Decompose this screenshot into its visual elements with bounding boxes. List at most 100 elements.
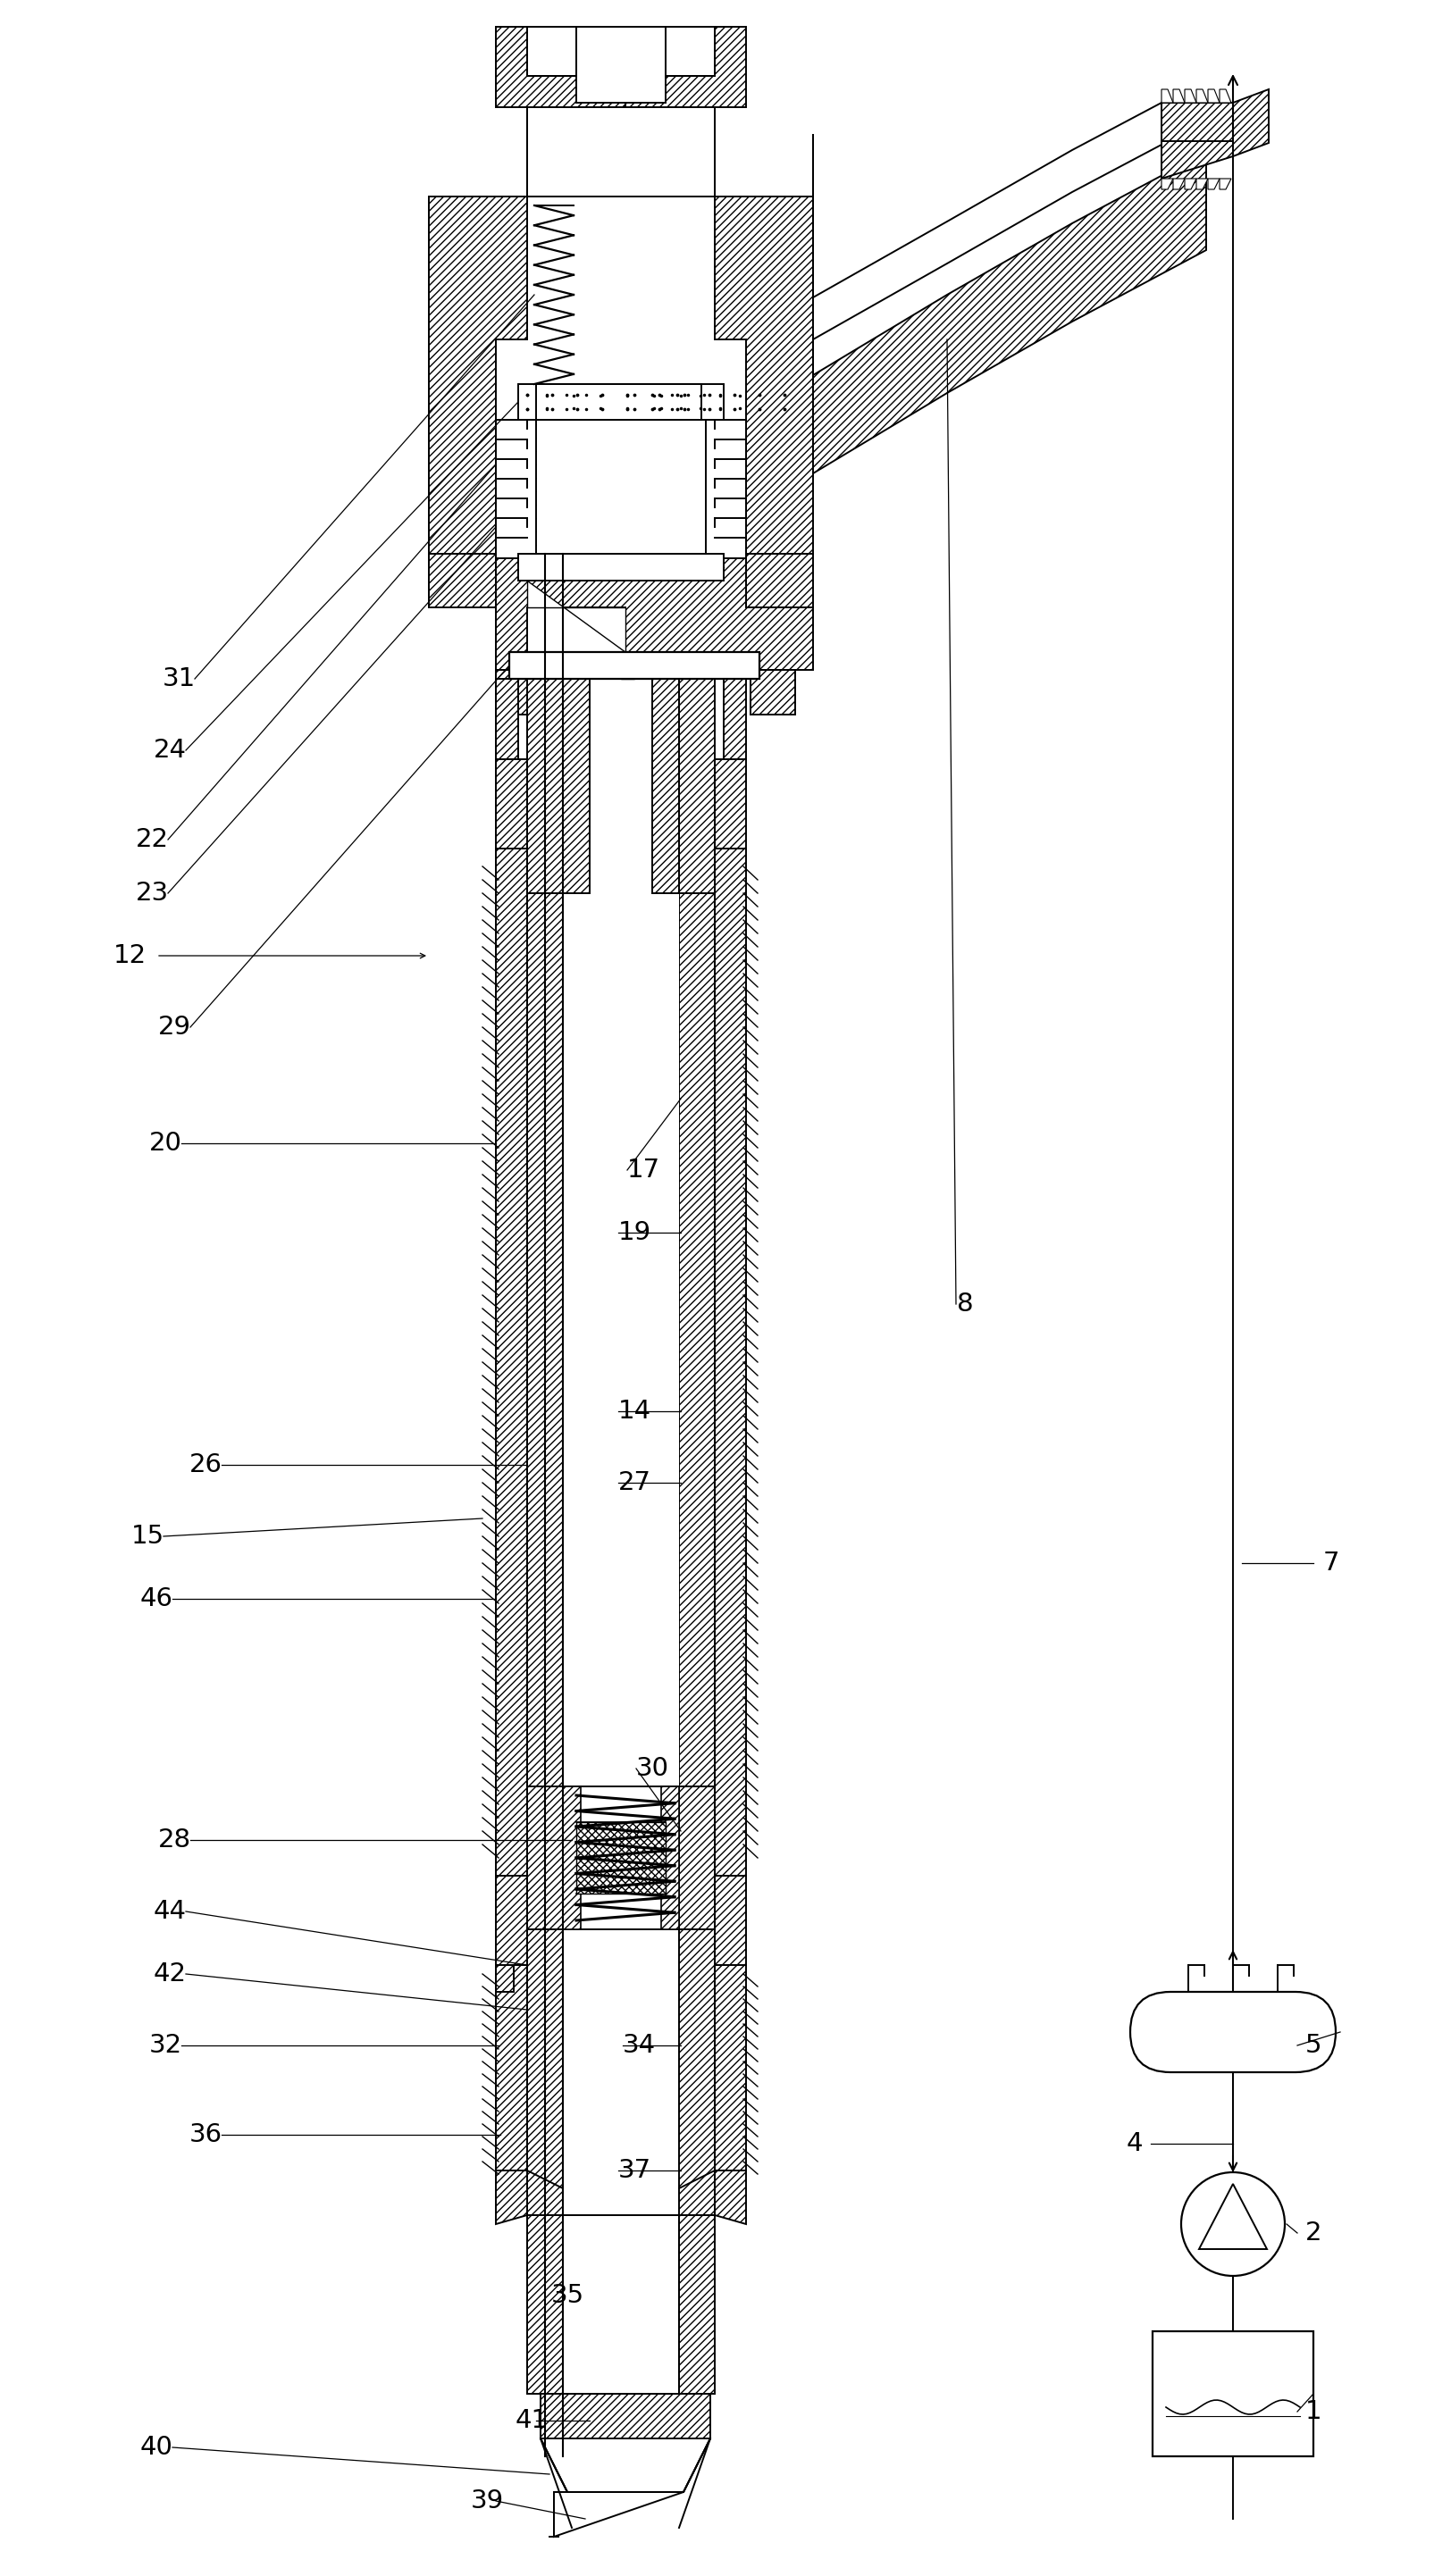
Bar — [536, 384, 701, 420]
Polygon shape — [1196, 178, 1207, 191]
Text: 17: 17 — [627, 1157, 660, 1182]
Polygon shape — [562, 680, 589, 894]
Text: 5: 5 — [1305, 2032, 1321, 2058]
Polygon shape — [1207, 178, 1219, 191]
Text: 14: 14 — [618, 1399, 651, 1425]
Polygon shape — [1173, 90, 1184, 103]
Text: 7: 7 — [1322, 1551, 1339, 1577]
Text: 46: 46 — [139, 1587, 172, 1613]
Polygon shape — [746, 554, 813, 608]
Bar — [665, 26, 714, 75]
Polygon shape — [496, 1965, 526, 2172]
Polygon shape — [526, 2215, 562, 2393]
Polygon shape — [714, 196, 813, 554]
Bar — [518, 384, 723, 420]
Text: 1: 1 — [1305, 2398, 1321, 2424]
Bar — [661, 1785, 678, 1929]
Polygon shape — [496, 554, 813, 670]
Polygon shape — [1184, 178, 1196, 191]
FancyBboxPatch shape — [1130, 1991, 1335, 2071]
Polygon shape — [723, 680, 746, 760]
Polygon shape — [678, 2172, 714, 2215]
Polygon shape — [714, 1965, 746, 2172]
Text: 30: 30 — [635, 1757, 668, 1780]
Bar — [526, 26, 576, 75]
Text: 37: 37 — [618, 2159, 651, 2182]
Polygon shape — [813, 103, 1160, 340]
Polygon shape — [554, 2439, 710, 2537]
Polygon shape — [652, 680, 678, 894]
Polygon shape — [625, 26, 746, 196]
Polygon shape — [678, 680, 714, 894]
Polygon shape — [496, 2172, 526, 2223]
Text: 23: 23 — [135, 881, 168, 907]
Polygon shape — [526, 580, 634, 680]
Polygon shape — [496, 760, 526, 848]
Polygon shape — [714, 1875, 746, 1965]
Polygon shape — [1199, 2184, 1266, 2249]
Text: 39: 39 — [470, 2488, 503, 2514]
Bar — [1152, 2331, 1312, 2458]
Polygon shape — [1219, 178, 1230, 191]
Polygon shape — [678, 894, 714, 1785]
Polygon shape — [496, 670, 536, 714]
Text: 28: 28 — [158, 1826, 191, 1852]
Text: 8: 8 — [956, 1291, 972, 1316]
Polygon shape — [496, 420, 536, 559]
Text: 44: 44 — [153, 1899, 186, 1924]
Bar — [562, 1785, 678, 1929]
Polygon shape — [1160, 90, 1268, 178]
Text: 35: 35 — [551, 2282, 584, 2308]
Text: 36: 36 — [189, 2123, 222, 2148]
Text: 42: 42 — [153, 1960, 186, 1986]
Polygon shape — [541, 2393, 710, 2439]
Bar — [576, 1821, 665, 1893]
Polygon shape — [678, 2215, 714, 2393]
Polygon shape — [526, 1929, 562, 2190]
Polygon shape — [1173, 178, 1184, 191]
Text: 40: 40 — [139, 2434, 172, 2460]
Polygon shape — [429, 196, 526, 554]
Polygon shape — [526, 894, 562, 1785]
Polygon shape — [714, 2172, 746, 2223]
Text: 24: 24 — [153, 737, 186, 762]
Polygon shape — [813, 134, 1206, 474]
Text: 19: 19 — [618, 1221, 651, 1244]
Polygon shape — [526, 680, 562, 894]
Polygon shape — [541, 2439, 566, 2537]
Text: 34: 34 — [622, 2032, 655, 2058]
Bar — [562, 1785, 581, 1929]
Polygon shape — [1184, 90, 1196, 103]
Polygon shape — [1160, 178, 1173, 191]
Text: 22: 22 — [135, 827, 168, 853]
Polygon shape — [526, 2172, 562, 2215]
Polygon shape — [706, 420, 746, 559]
Polygon shape — [496, 848, 526, 1875]
Polygon shape — [1160, 90, 1173, 103]
Polygon shape — [496, 1875, 526, 1965]
Text: 26: 26 — [189, 1453, 222, 1479]
Text: 4: 4 — [1126, 2130, 1143, 2156]
Polygon shape — [1196, 90, 1207, 103]
Bar — [562, 680, 678, 2375]
Polygon shape — [714, 760, 746, 848]
Text: 2: 2 — [1305, 2221, 1321, 2246]
Polygon shape — [678, 1785, 714, 1929]
Polygon shape — [1219, 90, 1230, 103]
Bar — [576, 26, 665, 103]
Polygon shape — [496, 26, 625, 196]
Text: 41: 41 — [515, 2409, 548, 2434]
Polygon shape — [714, 848, 746, 1875]
Polygon shape — [496, 680, 518, 760]
Polygon shape — [496, 1965, 513, 1991]
Circle shape — [1180, 2172, 1283, 2275]
Text: 31: 31 — [162, 667, 195, 690]
Bar — [526, 108, 714, 196]
Polygon shape — [509, 652, 759, 680]
Bar — [562, 2215, 678, 2393]
Polygon shape — [518, 554, 723, 580]
Polygon shape — [526, 1785, 562, 1929]
Polygon shape — [1207, 90, 1219, 103]
Text: 12: 12 — [113, 943, 146, 969]
Text: 20: 20 — [149, 1131, 182, 1157]
